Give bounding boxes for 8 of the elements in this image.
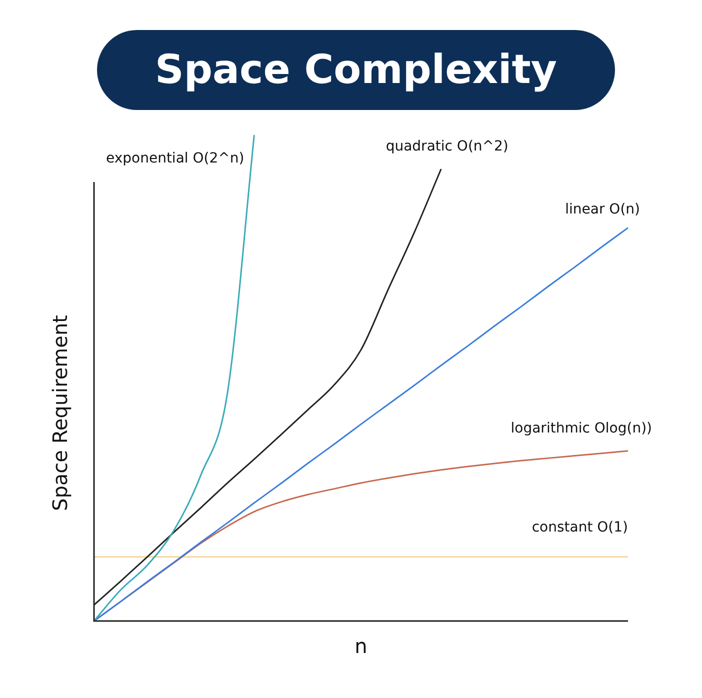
chart-title: Space Complexity — [155, 47, 557, 93]
series-label: constant O(1) — [532, 519, 628, 536]
series-label: quadratic O(n^2) — [386, 138, 508, 155]
x-axis-title: n — [354, 634, 368, 658]
series-label: linear O(n) — [565, 201, 640, 218]
series-label: exponential O(2^n) — [106, 150, 244, 167]
series-label: logarithmic Olog(n)) — [510, 420, 652, 437]
y-axis-title: Space Requirement — [48, 314, 72, 511]
